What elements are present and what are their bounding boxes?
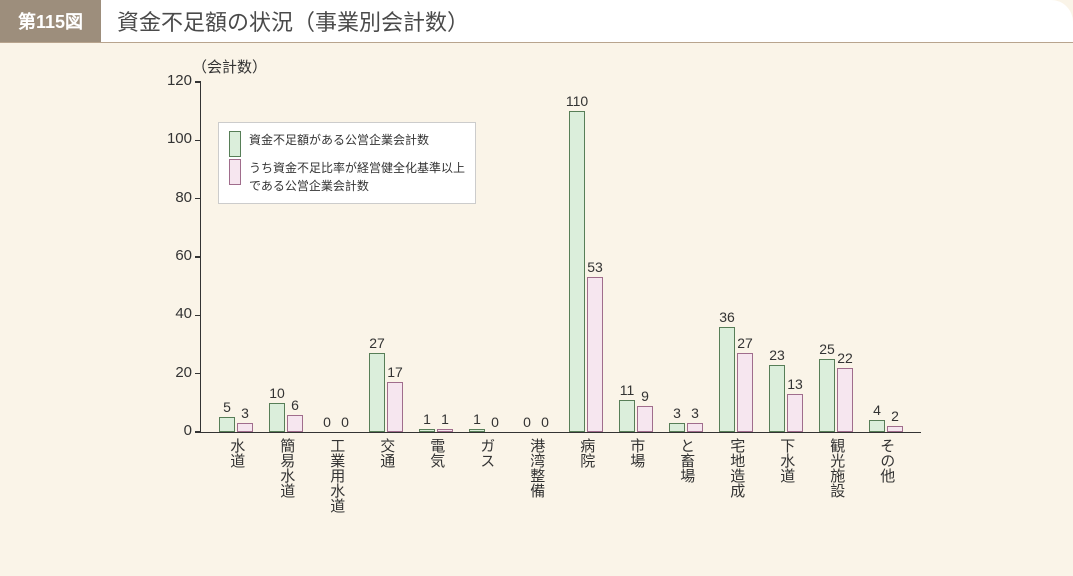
y-tick-mark (195, 315, 201, 317)
category-label: ガス (478, 438, 495, 468)
bar-value-label: 10 (269, 385, 285, 401)
bar-value-label: 53 (587, 259, 603, 275)
bar (287, 415, 303, 433)
y-tick-mark (195, 81, 201, 83)
bar-value-label: 9 (641, 388, 649, 404)
bar (587, 277, 603, 432)
figure-number-tag: 第115図 (0, 0, 101, 42)
bar-value-label: 27 (737, 335, 753, 351)
bar-value-label: 22 (837, 350, 853, 366)
bar-value-label: 4 (873, 402, 881, 418)
y-tick-label: 100 (152, 130, 192, 147)
bar (269, 403, 285, 432)
bar (787, 394, 803, 432)
bar-value-label: 0 (323, 414, 331, 430)
bar-value-label: 2 (891, 408, 899, 424)
bar (687, 423, 703, 432)
legend-label: 資金不足額がある公営企業会計数 (249, 131, 429, 149)
legend: 資金不足額がある公営企業会計数うち資金不足比率が経営健全化基準以上である公営企業… (218, 122, 476, 204)
category-label: 宅地造成 (728, 438, 745, 498)
bar (619, 400, 635, 432)
bar-value-label: 1 (473, 411, 481, 427)
figure-header: 第115図 資金不足額の状況（事業別会計数） (0, 0, 1073, 43)
bar-value-label: 110 (566, 93, 588, 109)
y-tick-mark (195, 140, 201, 142)
legend-item: 資金不足額がある公営企業会計数 (229, 131, 465, 157)
bar (437, 429, 453, 432)
bar-value-label: 23 (769, 347, 785, 363)
bar-value-label: 0 (341, 414, 349, 430)
bar (637, 406, 653, 432)
y-tick-label: 0 (152, 422, 192, 439)
category-label: 下水道 (778, 438, 795, 483)
bar-value-label: 17 (387, 364, 403, 380)
bar (869, 420, 885, 432)
y-tick-mark (195, 431, 201, 433)
bar-value-label: 0 (491, 414, 499, 430)
y-tick-label: 40 (152, 305, 192, 322)
chart-canvas: 53水道106簡易水道00工業用水道2717交通11電気10ガス00港湾整備11… (0, 42, 1073, 576)
bar (369, 353, 385, 432)
bar-value-label: 13 (787, 376, 803, 392)
bar-value-label: 0 (523, 414, 531, 430)
bar-value-label: 3 (691, 405, 699, 421)
bar (769, 365, 785, 432)
bar-value-label: 11 (620, 382, 635, 398)
bar-value-label: 27 (369, 335, 385, 351)
bar-value-label: 25 (819, 341, 835, 357)
y-tick-label: 80 (152, 189, 192, 206)
legend-item: うち資金不足比率が経営健全化基準以上である公営企業会計数 (229, 159, 465, 195)
category-label: 港湾整備 (528, 438, 545, 498)
bar (419, 429, 435, 432)
figure-container: 第115図 資金不足額の状況（事業別会計数） 53水道106簡易水道00工業用水… (0, 0, 1073, 576)
bar (387, 382, 403, 432)
category-label: 市場 (628, 438, 645, 468)
y-tick-label: 20 (152, 364, 192, 381)
category-label: 交通 (378, 438, 395, 468)
y-tick-label: 120 (152, 72, 192, 89)
figure-title: 資金不足額の状況（事業別会計数） (101, 0, 469, 42)
y-axis-title: （会計数） (192, 56, 267, 77)
category-label: 電気 (428, 438, 445, 468)
bar-value-label: 0 (541, 414, 549, 430)
category-label: と畜場 (678, 438, 695, 483)
legend-label: うち資金不足比率が経営健全化基準以上である公営企業会計数 (249, 159, 465, 195)
bar (669, 423, 685, 432)
bar (469, 429, 485, 432)
category-label: 簡易水道 (278, 438, 295, 498)
bar-value-label: 3 (673, 405, 681, 421)
bar (719, 327, 735, 432)
legend-swatch (229, 131, 241, 157)
category-label: 水道 (228, 438, 245, 468)
y-tick-label: 60 (152, 247, 192, 264)
category-label: 病院 (578, 438, 595, 468)
bar-value-label: 3 (241, 405, 249, 421)
bar (819, 359, 835, 432)
bar (237, 423, 253, 432)
bar (569, 111, 585, 432)
bar (837, 368, 853, 432)
y-tick-mark (195, 373, 201, 375)
bar (219, 417, 235, 432)
bar (887, 426, 903, 432)
legend-swatch (229, 159, 241, 185)
bar-value-label: 1 (441, 411, 449, 427)
y-tick-mark (195, 198, 201, 200)
category-label: 観光施設 (828, 438, 845, 498)
bar-value-label: 5 (223, 399, 231, 415)
bar (737, 353, 753, 432)
category-label: その他 (878, 438, 895, 483)
bar-value-label: 6 (291, 397, 299, 413)
bar-value-label: 36 (719, 309, 735, 325)
bar-value-label: 1 (423, 411, 431, 427)
y-tick-mark (195, 256, 201, 258)
category-label: 工業用水道 (328, 438, 345, 513)
